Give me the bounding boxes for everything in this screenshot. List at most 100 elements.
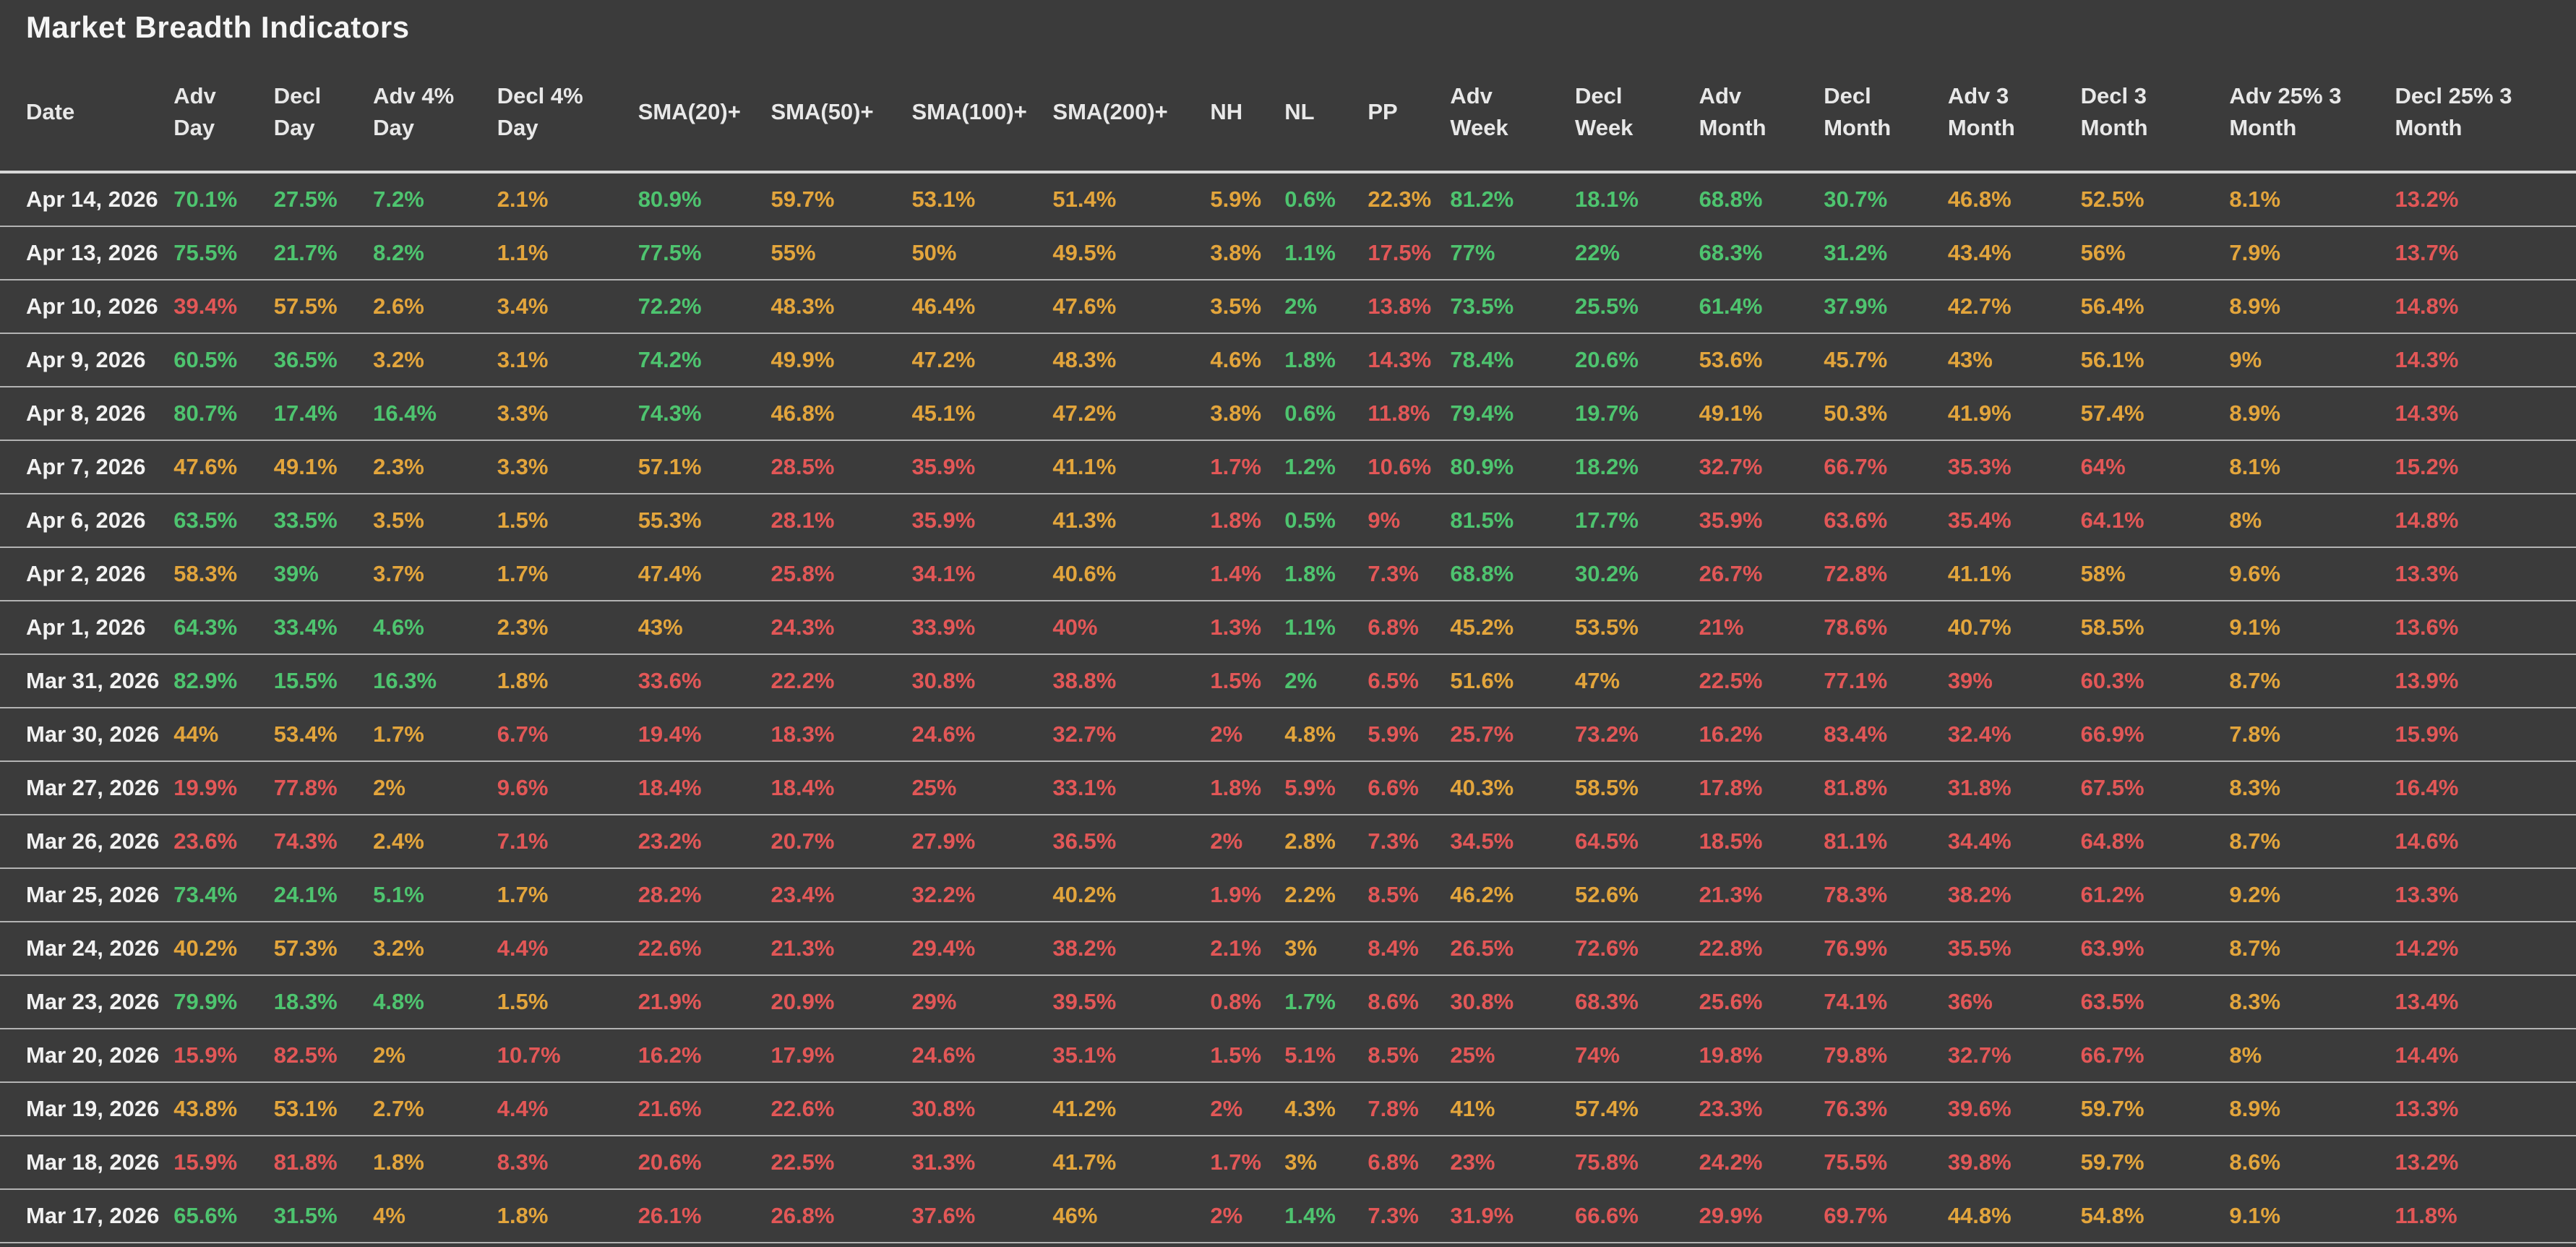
table-row: Mar 18, 2026 15.9% 81.8% 1.8% 8.3% 20.6% 22.5%… xyxy=(0,1136,2576,1191)
column-header-adv-week[interactable]: Adv Week xyxy=(1450,58,1575,174)
column-header-adv-day[interactable]: Adv Day xyxy=(173,58,274,174)
cell-decl-week: 30.2% xyxy=(1575,547,1699,602)
cell-decl-4-day: 3.3% xyxy=(497,387,638,442)
cell-sma-200: 35.1% xyxy=(1052,1029,1211,1084)
cell-sma-20: 21.9% xyxy=(637,975,771,1030)
cell-decl-day: 15.5% xyxy=(273,654,374,709)
cell-decl-week: 52.6% xyxy=(1575,868,1699,923)
column-header-decl-3-month[interactable]: Decl 3 Month xyxy=(2080,58,2230,174)
cell-decl-month: 75.5% xyxy=(1824,1136,1948,1191)
cell-date: Mar 31, 2026 xyxy=(0,654,174,709)
cell-decl-3-month: 61.2% xyxy=(2080,868,2230,923)
column-header-nh[interactable]: NH xyxy=(1210,58,1285,174)
cell-adv-week: 46.2% xyxy=(1450,868,1575,923)
cell-sma-200: 41.1% xyxy=(1052,440,1211,495)
column-header-sma-100[interactable]: SMA(100)+ xyxy=(911,58,1053,174)
cell-nh: 4.6% xyxy=(1210,333,1285,388)
table-row: Mar 20, 2026 15.9% 82.5% 2% 10.7% 16.2% 17.9% 2… xyxy=(0,1029,2576,1084)
cell-decl-week: 75.8% xyxy=(1575,1136,1699,1191)
cell-decl-day: 33.4% xyxy=(273,601,374,656)
cell-adv-month: 17.8% xyxy=(1699,761,1824,816)
cell-sma-50: 20.7% xyxy=(770,815,912,870)
cell-adv-week: 26.5% xyxy=(1450,922,1575,977)
cell-sma-20: 77.5% xyxy=(637,226,771,281)
table-row: Mar 24, 2026 40.2% 57.3% 3.2% 4.4% 22.6% 21.3%… xyxy=(0,922,2576,977)
cell-decl-month: 78.6% xyxy=(1824,601,1948,656)
column-header-decl-month[interactable]: Decl Month xyxy=(1824,58,1948,174)
cell-adv-4-day: 2.6% xyxy=(373,280,497,335)
cell-decl-25-3-month: 13.2% xyxy=(2395,172,2576,228)
column-header-adv-25-3-month[interactable]: Adv 25% 3 Month xyxy=(2229,58,2395,174)
cell-nh: 3.5% xyxy=(1210,280,1285,335)
cell-adv-4-day: 2.3% xyxy=(373,440,497,495)
cell-nh: 1.5% xyxy=(1210,654,1285,709)
cell-decl-day: 24.1% xyxy=(273,868,374,923)
column-header-sma-50[interactable]: SMA(50)+ xyxy=(770,58,912,174)
cell-sma-100: 53.1% xyxy=(911,172,1053,228)
cell-adv-25-3-month: 8.1% xyxy=(2229,440,2395,495)
column-header-decl-4-day[interactable]: Decl 4% Day xyxy=(497,58,638,174)
cell-decl-25-3-month: 13.9% xyxy=(2395,654,2576,709)
cell-sma-200: 49.5% xyxy=(1052,226,1211,281)
cell-adv-month: 21% xyxy=(1699,601,1824,656)
table-row: Mar 23, 2026 79.9% 18.3% 4.8% 1.5% 21.9% 20.9%… xyxy=(0,975,2576,1030)
cell-adv-25-3-month: 9.6% xyxy=(2229,547,2395,602)
cell-adv-month: 49.1% xyxy=(1699,387,1824,442)
cell-date: Apr 13, 2026 xyxy=(0,226,174,281)
column-header-adv-3-month[interactable]: Adv 3 Month xyxy=(1947,58,2081,174)
cell-decl-day: 36.5% xyxy=(273,333,374,388)
cell-sma-50: 55% xyxy=(770,226,912,281)
cell-adv-3-month: 35.3% xyxy=(1947,440,2081,495)
cell-sma-200: 47.6% xyxy=(1052,280,1211,335)
cell-adv-25-3-month: 9.1% xyxy=(2229,601,2395,656)
cell-sma-20: 28.2% xyxy=(637,868,771,923)
cell-adv-week: 68.8% xyxy=(1450,547,1575,602)
cell-decl-month: 74.1% xyxy=(1824,975,1948,1030)
cell-adv-3-month: 43% xyxy=(1947,333,2081,388)
column-header-sma-200[interactable]: SMA(200)+ xyxy=(1052,58,1211,174)
cell-adv-day: 63.5% xyxy=(173,494,274,549)
column-header-pp[interactable]: PP xyxy=(1368,58,1451,174)
cell-decl-week: 72.6% xyxy=(1575,922,1699,977)
cell-decl-day: 53.4% xyxy=(273,708,374,763)
cell-date: Apr 6, 2026 xyxy=(0,494,174,549)
column-header-adv-month[interactable]: Adv Month xyxy=(1699,58,1824,174)
cell-date: Mar 26, 2026 xyxy=(0,815,174,870)
cell-adv-day: 47.6% xyxy=(173,440,274,495)
cell-date: Mar 19, 2026 xyxy=(0,1082,174,1137)
cell-decl-4-day: 1.5% xyxy=(497,494,638,549)
cell-adv-3-month: 34.4% xyxy=(1947,815,2081,870)
cell-decl-3-month: 63.5% xyxy=(2080,975,2230,1030)
cell-sma-50: 18.3% xyxy=(770,708,912,763)
cell-adv-25-3-month: 8.1% xyxy=(2229,172,2395,228)
cell-date: Mar 27, 2026 xyxy=(0,761,174,816)
column-header-decl-week[interactable]: Decl Week xyxy=(1575,58,1699,174)
cell-decl-month: 69.7% xyxy=(1824,1189,1948,1244)
column-header-nl[interactable]: NL xyxy=(1284,58,1368,174)
cell-decl-day: 81.8% xyxy=(273,1136,374,1191)
cell-adv-month: 35.9% xyxy=(1699,494,1824,549)
cell-decl-25-3-month: 15.9% xyxy=(2395,708,2576,763)
column-header-decl-day[interactable]: Decl Day xyxy=(273,58,374,174)
cell-sma-50: 48.3% xyxy=(770,280,912,335)
column-header-date[interactable]: Date xyxy=(0,58,174,174)
cell-decl-week: 18.1% xyxy=(1575,172,1699,228)
table-row: Mar 19, 2026 43.8% 53.1% 2.7% 4.4% 21.6% 22.6%… xyxy=(0,1082,2576,1137)
cell-adv-4-day: 2% xyxy=(373,1029,497,1084)
cell-adv-3-month: 35.5% xyxy=(1947,922,2081,977)
cell-decl-week: 68.3% xyxy=(1575,975,1699,1030)
column-header-decl-25-3-month[interactable]: Decl 25% 3 Month xyxy=(2395,58,2576,174)
cell-adv-day: 40.2% xyxy=(173,922,274,977)
cell-nl: 2.2% xyxy=(1284,868,1368,923)
cell-adv-25-3-month: 8.9% xyxy=(2229,387,2395,442)
cell-decl-4-day: 8.3% xyxy=(497,1136,638,1191)
cell-adv-3-month: 44.8% xyxy=(1947,1189,2081,1244)
column-header-sma-20[interactable]: SMA(20)+ xyxy=(637,58,771,174)
cell-adv-4-day: 8.2% xyxy=(373,226,497,281)
column-header-adv-4-day[interactable]: Adv 4% Day xyxy=(373,58,497,174)
cell-nl: 1.8% xyxy=(1284,547,1368,602)
cell-pp: 5.9% xyxy=(1368,708,1451,763)
cell-adv-day: 65.6% xyxy=(173,1189,274,1244)
cell-sma-200: 39.5% xyxy=(1052,975,1211,1030)
cell-sma-50: 17.9% xyxy=(770,1029,912,1084)
